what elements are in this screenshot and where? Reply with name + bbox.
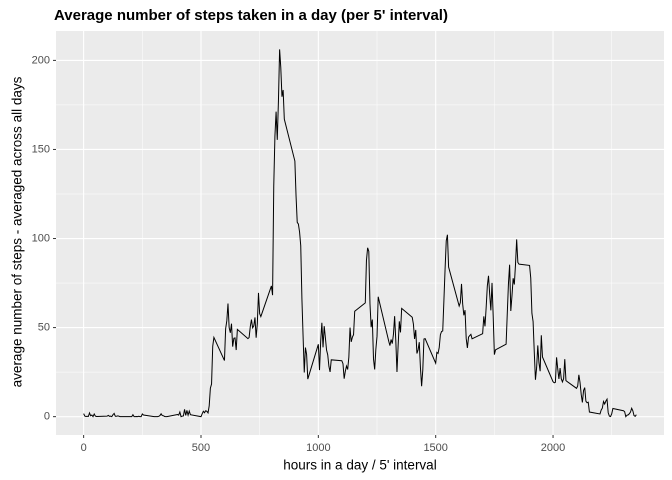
y-tick-label: 0	[44, 411, 50, 423]
x-axis-label: hours in a day / 5' interval	[283, 458, 436, 473]
chart-title: Average number of steps taken in a day (…	[54, 7, 448, 24]
x-tick-label: 2000	[541, 442, 565, 454]
x-tick-label: 1000	[306, 442, 330, 454]
data-line	[83, 49, 637, 418]
x-tick-label: 0	[81, 442, 87, 454]
x-tick-label: 500	[192, 442, 210, 454]
plot-panel	[56, 31, 664, 435]
y-axis-label: average number of steps - averaged acros…	[10, 76, 25, 387]
y-tick-label: 200	[32, 54, 50, 66]
y-tick-label: 50	[38, 321, 50, 333]
y-tick-label: 100	[32, 232, 50, 244]
x-tick-label: 1500	[423, 442, 447, 454]
y-tick-label: 150	[32, 143, 50, 155]
